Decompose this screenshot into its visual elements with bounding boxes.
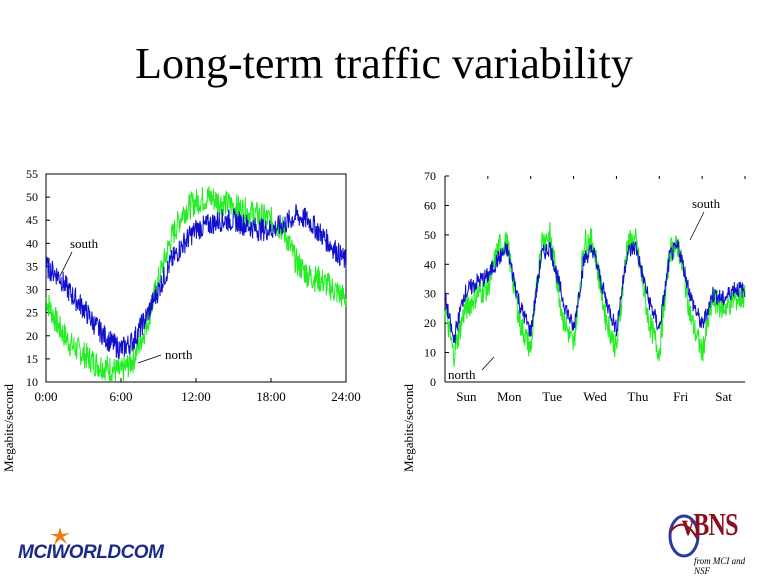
series-south-line — [444, 239, 746, 344]
star-burst-icon — [50, 527, 70, 545]
x-tick-label: 12:00 — [181, 389, 211, 404]
annotation-south: south — [70, 236, 99, 251]
x-tick-label: Mon — [497, 389, 522, 404]
y-tick-label: 10 — [424, 346, 436, 360]
y-tick-label: 10 — [26, 375, 38, 389]
annotation-north: north — [165, 347, 193, 362]
x-tick-label: Thu — [627, 389, 648, 404]
x-tick-label: 18:00 — [256, 389, 286, 404]
y-axis-label: Megabits/second — [1, 383, 16, 472]
y-tick-label: 0 — [430, 375, 436, 389]
annotation-south-pointer — [59, 251, 73, 277]
vbns-logo-subtitle: from MCI and NSF — [694, 556, 746, 576]
y-tick-label: 40 — [424, 257, 436, 271]
y-tick-label: 50 — [26, 190, 38, 204]
mciworldcom-logo: MCIWORLDCOM — [14, 526, 214, 570]
series-south-line — [45, 204, 347, 360]
x-tick-label: 6:00 — [109, 389, 132, 404]
y-tick-label: 50 — [424, 228, 436, 242]
y-tick-label: 40 — [26, 236, 38, 250]
chart-weekly: 0 10 20 30 40 50 60 70 Sun Mon Tue Wed Thu Fri Sat Me… — [401, 169, 746, 472]
y-tick-label: 70 — [424, 169, 436, 183]
vbns-logo-text: vBNS — [682, 506, 738, 542]
y-axis-label: Megabits/second — [401, 383, 416, 472]
vbns-logo: vBNS from MCI and NSF — [664, 498, 760, 576]
x-tick-label: 0:00 — [34, 389, 57, 404]
series-north-line — [444, 221, 746, 367]
x-tick-label: Fri — [673, 389, 689, 404]
y-tick-label: 60 — [424, 198, 436, 212]
annotation-south: south — [692, 196, 721, 211]
x-tick-label: 24:00 — [331, 389, 361, 404]
y-tick-label: 30 — [26, 283, 38, 297]
annotation-north: north — [448, 367, 476, 382]
annotation-south-pointer — [689, 211, 705, 241]
y-tick-label: 45 — [26, 213, 38, 227]
y-tick-label: 25 — [26, 306, 38, 320]
y-tick-label: 35 — [26, 259, 38, 273]
x-tick-label: Wed — [583, 389, 607, 404]
globe-swoosh-icon — [668, 514, 700, 558]
y-tick-label: 55 — [26, 167, 38, 181]
x-tick-label: Tue — [542, 389, 562, 404]
y-tick-label: 20 — [26, 329, 38, 343]
annotation-north-pointer — [481, 356, 495, 371]
chart-daily: 10 15 20 25 30 35 40 45 50 55 0:00 6:00 12:00 18:00 2… — [1, 167, 361, 472]
x-tick-label: Sun — [456, 389, 477, 404]
y-tick-label: 30 — [424, 287, 436, 301]
x-tick-label: Sat — [715, 389, 732, 404]
series-north-line — [45, 186, 347, 383]
annotation-north-pointer — [137, 354, 162, 364]
y-tick-label: 20 — [424, 316, 436, 330]
slide-title: Long-term traffic variability — [135, 39, 633, 88]
mciworldcom-logo-text: MCIWORLDCOM — [18, 542, 164, 563]
y-tick-label: 15 — [26, 352, 38, 366]
